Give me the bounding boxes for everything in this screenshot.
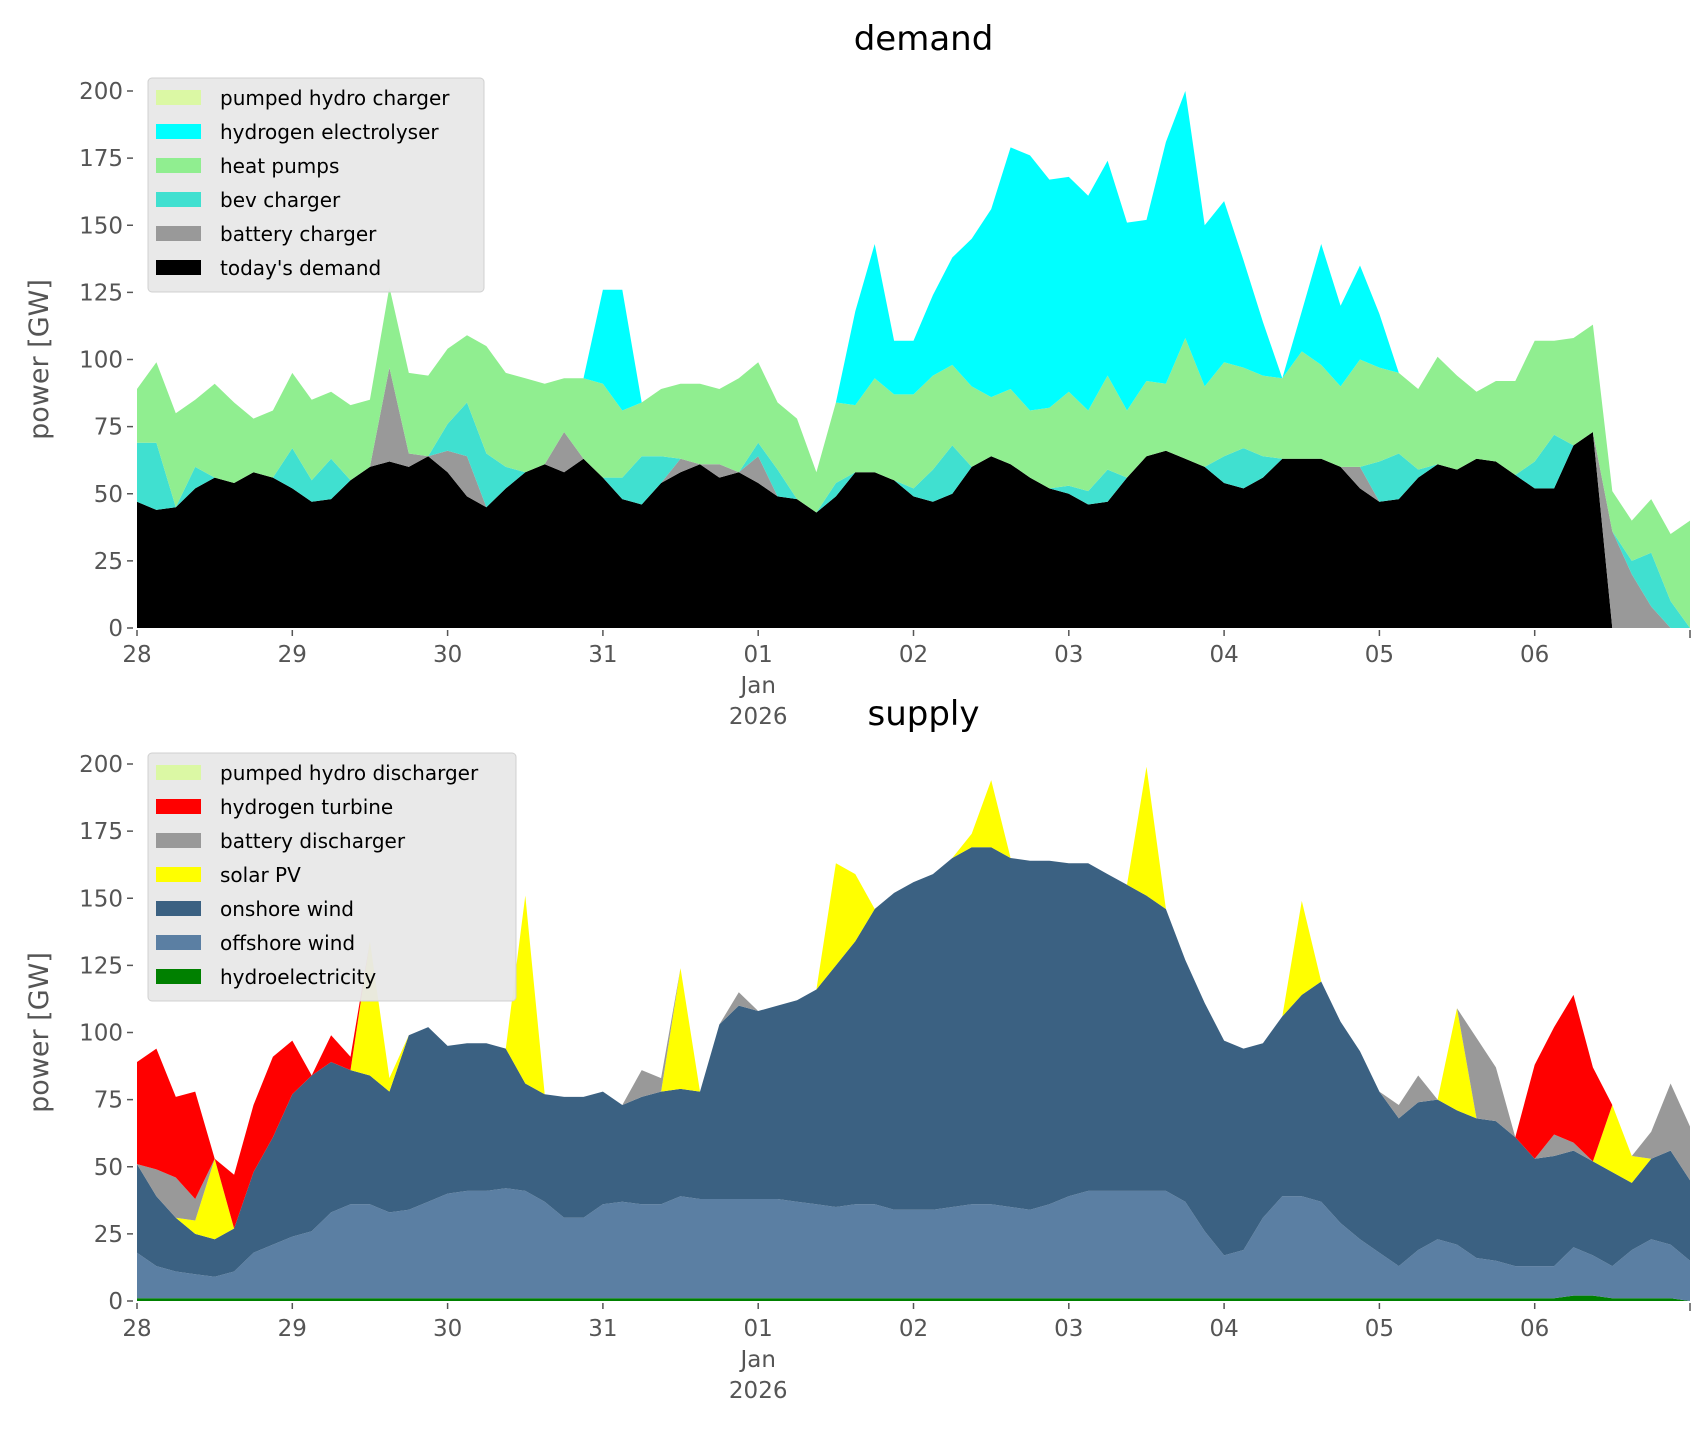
x-tick-label: 30: [433, 1316, 462, 1342]
legend-item: battery charger: [156, 222, 377, 246]
legend-swatch-solar-pv: [156, 867, 201, 882]
legend-label: hydrogen electrolyser: [220, 120, 439, 144]
chart-title: supply: [868, 694, 980, 734]
chart-title: demand: [854, 19, 994, 59]
legend-label: solar PV: [220, 863, 301, 887]
legend-label: today's demand: [220, 256, 381, 280]
y-tick-label: 125: [79, 280, 123, 306]
area-onshore-wind: [137, 847, 1690, 1301]
y-tick-label: 75: [94, 415, 123, 441]
x-tick-label: 03: [1054, 1316, 1083, 1342]
x-tick-year-label: 2026: [729, 1378, 788, 1404]
y-tick-label: 100: [79, 1021, 123, 1047]
legend-item: hydrogen electrolyser: [156, 120, 439, 144]
x-tick-label: 28: [122, 642, 151, 668]
y-tick-label: 50: [94, 482, 123, 508]
legend: pumped hydro discharger hydrogen turbine b…: [147, 752, 517, 1002]
legend-item: pumped hydro charger: [156, 86, 450, 110]
legend-label: battery discharger: [220, 829, 406, 853]
legend-label: battery charger: [220, 222, 377, 246]
y-tick-label: 75: [94, 1088, 123, 1114]
x-tick-label: 29: [278, 642, 307, 668]
area-today-s-demand: [137, 432, 1690, 628]
legend-swatch-offshore-wind: [156, 935, 201, 950]
legend: pumped hydro charger hydrogen electrolyse…: [147, 77, 485, 293]
legend-swatch-hydrogen-turbine: [156, 799, 201, 814]
legend-box: [147, 752, 517, 1002]
y-tick-label: 0: [108, 616, 123, 642]
y-tick-label: 100: [79, 348, 123, 374]
area-offshore-wind: [137, 1188, 1690, 1301]
demand-panel: demand 0 25 50 75 100 125 150 175 200 power [GW] 28…: [24, 19, 1691, 730]
legend-item: hydrogen turbine: [156, 795, 393, 819]
legend-swatch-heat-pumps: [156, 158, 201, 173]
legend-label: pumped hydro discharger: [220, 761, 479, 785]
legend-label: pumped hydro charger: [220, 86, 450, 110]
x-tick-month-label: Jan: [738, 1347, 775, 1373]
y-axis-label: power [GW]: [24, 279, 55, 440]
x-tick-label: 04: [1209, 1316, 1238, 1342]
y-tick-label: 175: [79, 146, 123, 172]
legend-item: bev charger: [156, 188, 341, 212]
y-tick-label: 25: [94, 1222, 123, 1248]
x-tick-label: 06: [1520, 642, 1549, 668]
x-tick-label: 31: [588, 1316, 617, 1342]
legend-item: onshore wind: [156, 897, 354, 921]
x-tick-label: 05: [1365, 642, 1394, 668]
x-tick-label: 05: [1365, 1316, 1394, 1342]
legend-swatch-battery-discharger: [156, 833, 201, 848]
x-tick-label: 29: [278, 1316, 307, 1342]
supply-panel: supply 0 25 50 75 100 125 150 175 200 power [GW] 28…: [24, 694, 1691, 1404]
legend-item: offshore wind: [156, 931, 355, 955]
y-tick-label: 175: [79, 819, 123, 845]
area-heat-pumps: [137, 287, 1690, 628]
x-tick-label: 28: [122, 1316, 151, 1342]
legend-swatch-battery-charger: [156, 226, 201, 241]
x-tick-label: 02: [899, 642, 928, 668]
legend-label: onshore wind: [220, 897, 354, 921]
legend-swatch-hydrogen-electrolyser: [156, 124, 201, 139]
legend-label: bev charger: [220, 188, 341, 212]
y-axis-label: power [GW]: [24, 952, 55, 1113]
legend-item: heat pumps: [156, 154, 339, 178]
legend-label: offshore wind: [220, 931, 355, 955]
x-tick-label: 30: [433, 642, 462, 668]
y-tick-label: 150: [79, 886, 123, 912]
legend-swatch-pumped-hydro-charger: [156, 90, 201, 105]
x-tick-label: 02: [899, 1316, 928, 1342]
legend-item: today's demand: [156, 256, 381, 280]
area-bev-charger: [137, 367, 1690, 628]
legend-box: [147, 77, 485, 293]
area-hydrogen-electrolyser: [137, 91, 1690, 628]
x-tick-month-label: Jan: [738, 673, 775, 699]
legend-item: pumped hydro discharger: [156, 761, 479, 785]
legend-item: battery discharger: [156, 829, 406, 853]
legend-swatch-today-s-demand: [156, 260, 201, 275]
legend-swatch-hydroelectricity: [156, 969, 201, 984]
x-tick-label: 06: [1520, 1316, 1549, 1342]
legend-label: heat pumps: [220, 154, 339, 178]
x-tick-label: 31: [588, 642, 617, 668]
x-tick-label: 01: [744, 1316, 773, 1342]
x-tick-label: 03: [1054, 642, 1083, 668]
y-tick-label: 150: [79, 213, 123, 239]
legend-swatch-onshore-wind: [156, 901, 201, 916]
x-tick-year-label: 2026: [729, 704, 788, 730]
y-tick-label: 200: [79, 79, 123, 105]
legend-item: hydroelectricity: [156, 965, 376, 989]
legend-label: hydroelectricity: [220, 965, 376, 989]
y-tick-label: 125: [79, 953, 123, 979]
legend-swatch-pumped-hydro-discharger: [156, 765, 201, 780]
y-tick-label: 0: [108, 1289, 123, 1315]
x-tick-label: 01: [744, 642, 773, 668]
y-tick-label: 25: [94, 549, 123, 575]
legend-label: hydrogen turbine: [220, 795, 393, 819]
legend-swatch-bev-charger: [156, 192, 201, 207]
y-tick-label: 50: [94, 1155, 123, 1181]
y-tick-label: 200: [79, 752, 123, 778]
x-tick-label: 04: [1209, 642, 1238, 668]
legend-item: solar PV: [156, 863, 301, 887]
